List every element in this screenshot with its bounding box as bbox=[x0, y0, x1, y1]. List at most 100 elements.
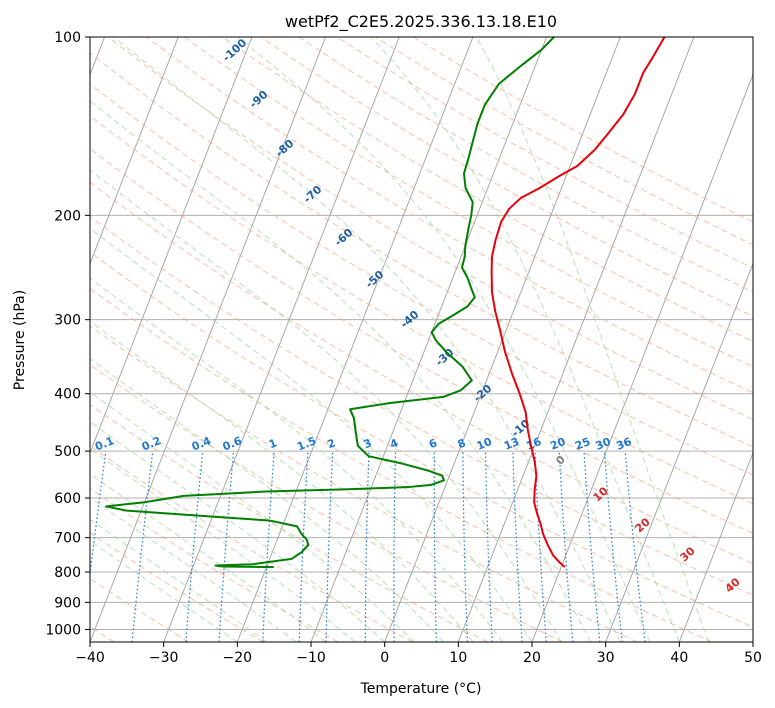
moist-adiabat bbox=[90, 320, 474, 642]
y-tick-label: 900 bbox=[54, 595, 81, 611]
isotherm bbox=[457, 37, 695, 642]
dry-adiabat-label: -20 bbox=[471, 382, 495, 405]
mixing-ratio-label: 13 bbox=[502, 435, 521, 453]
dry-adiabat bbox=[298, 37, 753, 293]
mixing-ratio-line bbox=[325, 451, 334, 642]
dry-adiabats bbox=[90, 37, 753, 642]
x-tick-label: −40 bbox=[75, 650, 105, 666]
mixing-ratio-label: 10 bbox=[475, 435, 494, 453]
mixing-ratio-line bbox=[131, 451, 154, 642]
x-tick-label: 0 bbox=[380, 650, 389, 666]
mixing-ratio-label: 36 bbox=[614, 435, 633, 453]
dry-adiabat bbox=[90, 287, 712, 642]
isotherm bbox=[678, 451, 753, 642]
dry-adiabat bbox=[413, 37, 753, 223]
isotherm bbox=[752, 640, 753, 642]
moist-adiabat bbox=[90, 496, 297, 642]
profiles bbox=[104, 37, 666, 569]
dry-adiabat bbox=[260, 37, 753, 317]
dry-adiabat bbox=[184, 37, 753, 368]
chart-title: wetPf2_C2E5.2025.336.13.18.E10 bbox=[285, 12, 557, 32]
mixing-ratio-label: 16 bbox=[524, 435, 543, 453]
y-tick-label: 400 bbox=[54, 387, 81, 403]
moist-adiabat bbox=[113, 37, 621, 642]
x-tick-label: −10 bbox=[296, 650, 326, 666]
mixing-ratio-line bbox=[603, 451, 623, 642]
mixing-ratio-line bbox=[624, 451, 646, 642]
mixing-ratio-line bbox=[484, 451, 493, 642]
mixing-ratio-label: 25 bbox=[573, 435, 592, 453]
dry-adiabat bbox=[336, 37, 753, 269]
y-tick-label: 600 bbox=[54, 491, 81, 507]
x-tick-label: 30 bbox=[597, 650, 615, 666]
y-tick-label: 800 bbox=[54, 565, 81, 581]
x-tick-label: 40 bbox=[670, 650, 688, 666]
moist-adiabat bbox=[476, 37, 710, 642]
mixing-ratio-label: 2 bbox=[325, 436, 337, 451]
dry-adiabat bbox=[90, 404, 488, 642]
mixing-ratio-line bbox=[558, 451, 574, 642]
line-labels: 0.1 0.2 0.4 0.6 1 1.5 2 3 4 6 8 10 13 16 20 25 30 36-100-… bbox=[93, 36, 743, 595]
moist-adiabat bbox=[90, 277, 503, 642]
mixing-ratio-label: 20 bbox=[548, 435, 567, 453]
mixing-ratio-label: 30 bbox=[594, 435, 613, 453]
mixing-ratio-line bbox=[90, 451, 107, 579]
dry-adiabat bbox=[90, 577, 190, 642]
isotherm bbox=[90, 37, 179, 265]
mixing-ratio-line bbox=[433, 451, 438, 642]
dry-adiabat bbox=[90, 148, 753, 534]
moist-adiabat bbox=[90, 421, 386, 642]
dry-adiabat-label: -100 bbox=[220, 36, 249, 64]
moist-adiabat bbox=[90, 518, 268, 642]
x-tick-label: 50 bbox=[744, 650, 762, 666]
x-tick-label: 10 bbox=[449, 650, 467, 666]
mixing-ratio-line bbox=[393, 451, 397, 642]
mixing-ratio-label: 4 bbox=[388, 436, 400, 451]
dry-adiabat bbox=[90, 532, 264, 642]
mixing-ratio-line bbox=[462, 451, 469, 642]
dry-adiabat-label: -50 bbox=[363, 268, 387, 291]
y-axis-label: Pressure (hPa) bbox=[12, 290, 28, 390]
x-axis-label: Temperature (°C) bbox=[360, 681, 482, 697]
moist-adiabat bbox=[90, 227, 533, 642]
dry-adiabat bbox=[90, 52, 753, 448]
temperature-line bbox=[490, 37, 666, 568]
dry-adiabat bbox=[222, 37, 753, 342]
axes: −40 −30 −20 −10 0 10 20 30 40 50 100 200 300 400 500 60… bbox=[45, 30, 762, 666]
moist-adiabat bbox=[237, 37, 651, 642]
moist-adiabat bbox=[90, 540, 238, 642]
plot-frame bbox=[89, 36, 754, 643]
mixing-ratio-line bbox=[583, 451, 601, 642]
mixing-ratio-label: 3 bbox=[362, 436, 374, 451]
y-tick-label: 300 bbox=[54, 313, 81, 329]
isotherm bbox=[163, 37, 400, 642]
isotherm bbox=[531, 73, 753, 642]
mixing-ratio-label: 0.6 bbox=[221, 434, 244, 453]
moist-adiabat bbox=[90, 358, 444, 642]
pressure-gridlines bbox=[90, 37, 753, 630]
isotherm bbox=[90, 37, 327, 642]
y-tick-label: 500 bbox=[54, 444, 81, 460]
dry-adiabat-label: 40 bbox=[723, 575, 743, 595]
mixing-ratio-line bbox=[218, 451, 235, 642]
isotherm bbox=[90, 37, 253, 455]
x-tick-label: 20 bbox=[523, 650, 541, 666]
y-tick-label: 200 bbox=[54, 208, 81, 224]
isotherm bbox=[605, 262, 753, 642]
x-tick-label: −20 bbox=[223, 650, 253, 666]
moist-adiabats bbox=[90, 37, 710, 642]
y-tick-label: 100 bbox=[54, 30, 81, 46]
dry-adiabat-label: -60 bbox=[332, 226, 356, 249]
mixing-ratio-lines bbox=[90, 451, 646, 642]
dry-adiabat bbox=[107, 37, 753, 421]
mixing-ratio-line bbox=[262, 451, 275, 642]
y-tick-label: 1000 bbox=[45, 622, 81, 638]
dry-adiabat bbox=[90, 216, 753, 596]
moist-adiabat bbox=[90, 448, 356, 642]
dry-adiabat-label: -90 bbox=[247, 88, 271, 111]
moist-adiabat bbox=[370, 37, 680, 642]
dry-adiabat-label: -40 bbox=[398, 308, 422, 331]
dry-adiabat bbox=[90, 487, 339, 642]
mixing-ratio-label: 8 bbox=[456, 436, 468, 451]
